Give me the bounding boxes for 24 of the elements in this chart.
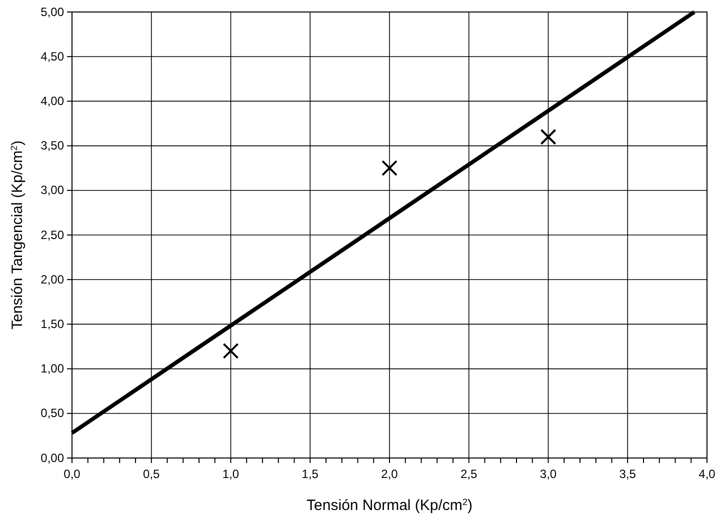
x-axis-title: Tensión Normal (Kp/cm$^{2}$) (306, 497, 472, 514)
x-tick-label: 3,0 (540, 467, 557, 481)
y-tick-label: 0,50 (40, 406, 64, 420)
y-tick-label: 2,50 (40, 228, 64, 242)
x-tick-label: 0,5 (143, 467, 160, 481)
y-tick-label: 4,00 (40, 94, 64, 108)
point (222, 342, 239, 359)
y-tick-label: 5,00 (40, 4, 64, 19)
x-tick-label: 1,0 (222, 467, 240, 481)
y-tick-label: 0,00 (40, 450, 64, 465)
x-tick-label: 0,0 (64, 467, 81, 481)
y-tick-label: 1,50 (40, 317, 64, 332)
y-tick-label: 3,00 (40, 183, 64, 198)
x-tick-label: 4,0 (698, 467, 716, 481)
y-tick-label: 3,50 (40, 138, 64, 153)
x-tick-label: 3,5 (619, 467, 636, 481)
x-tick-label: 2,5 (460, 467, 478, 481)
x-tick-label: 1,5 (302, 467, 319, 481)
x-tick-label: 2,0 (381, 467, 398, 481)
point (382, 160, 398, 176)
point (540, 128, 556, 145)
y-tick-label: 4,50 (40, 49, 64, 64)
y-tick-label: 1,00 (40, 362, 64, 376)
y-tick-label: 2,00 (40, 272, 64, 286)
